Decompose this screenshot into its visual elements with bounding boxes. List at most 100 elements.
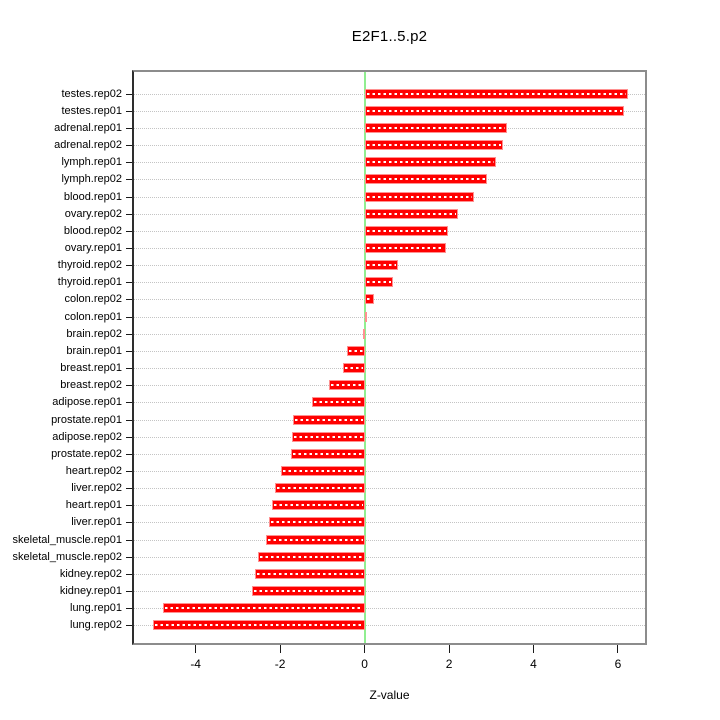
bar-row xyxy=(134,428,645,445)
zero-line xyxy=(363,72,366,643)
y-label-row: testes.rep01 xyxy=(0,102,132,119)
bar xyxy=(271,500,365,511)
bar xyxy=(275,483,365,494)
y-label-row: thyroid.rep02 xyxy=(0,257,132,274)
category-label: heart.rep02 xyxy=(65,465,122,478)
y-axis-labels: testes.rep02 testes.rep01 adrenal.rep01 adr… xyxy=(0,72,132,643)
bar-row xyxy=(134,394,645,411)
y-label-row: lung.rep02 xyxy=(0,617,132,634)
y-tick xyxy=(126,265,132,267)
y-label-row: thyroid.rep01 xyxy=(0,274,132,291)
y-tick xyxy=(126,608,132,610)
x-tick xyxy=(533,645,534,653)
category-label: skeletal_muscle.rep01 xyxy=(12,533,122,546)
bar xyxy=(364,311,367,322)
plot-area xyxy=(132,70,647,645)
y-tick xyxy=(126,162,132,164)
y-tick xyxy=(126,539,132,541)
bar-dash-pattern xyxy=(366,195,472,198)
category-label: thyroid.rep01 xyxy=(57,276,122,289)
bar-row xyxy=(134,222,645,239)
y-label-row: skeletal_muscle.rep02 xyxy=(0,548,132,565)
bar-dash-pattern xyxy=(313,401,363,404)
x-tick-label: 2 xyxy=(445,657,453,671)
category-label: brain.rep01 xyxy=(66,344,122,357)
bar-dash-pattern xyxy=(366,298,373,301)
category-label: ovary.rep01 xyxy=(64,241,122,254)
bar-row xyxy=(134,239,645,256)
x-tick xyxy=(279,645,281,653)
bar xyxy=(364,225,449,236)
bar xyxy=(163,603,365,614)
category-label: lymph.rep01 xyxy=(61,156,122,169)
bar-row xyxy=(134,257,645,274)
bar xyxy=(364,174,487,185)
category-label: lymph.rep02 xyxy=(61,173,122,186)
bar xyxy=(293,414,365,425)
bar xyxy=(364,157,497,168)
category-label: liver.rep01 xyxy=(71,516,122,529)
bar-row xyxy=(134,342,645,359)
y-label-row: brain.rep01 xyxy=(0,342,132,359)
y-tick xyxy=(126,299,132,301)
category-label: prostate.rep01 xyxy=(51,413,122,426)
grid-line xyxy=(134,625,645,627)
grid-line xyxy=(134,522,645,524)
y-label-row: prostate.rep02 xyxy=(0,445,132,462)
y-tick xyxy=(126,385,132,387)
grid-line xyxy=(134,419,645,421)
category-label: brain.rep02 xyxy=(66,327,122,340)
bar-row xyxy=(134,617,645,634)
category-label: blood.rep02 xyxy=(63,224,122,237)
bar xyxy=(364,105,624,116)
category-label: breast.rep01 xyxy=(60,362,122,375)
bar-dash-pattern xyxy=(282,470,363,473)
grid-line xyxy=(134,505,645,507)
y-tick xyxy=(126,402,132,404)
y-label-row: brain.rep02 xyxy=(0,325,132,342)
grid-line xyxy=(134,608,645,610)
y-tick xyxy=(126,471,132,473)
bar xyxy=(342,363,365,374)
category-label: kidney.rep01 xyxy=(59,585,122,598)
y-label-row: heart.rep01 xyxy=(0,497,132,514)
bar xyxy=(364,88,628,99)
y-tick xyxy=(126,247,132,249)
category-label: adipose.rep01 xyxy=(52,396,122,409)
x-tick xyxy=(448,645,450,653)
bar-row xyxy=(134,119,645,136)
category-label: lung.rep02 xyxy=(70,619,122,632)
bar-row xyxy=(134,360,645,377)
y-label-row: ovary.rep02 xyxy=(0,205,132,222)
y-tick xyxy=(126,333,132,335)
y-tick xyxy=(126,488,132,490)
y-tick xyxy=(126,505,132,507)
bar-dash-pattern xyxy=(295,418,363,421)
grid-line xyxy=(134,333,645,335)
y-tick xyxy=(126,556,132,558)
bar-dash-pattern xyxy=(366,92,626,95)
bar-row xyxy=(134,291,645,308)
y-label-row: liver.rep01 xyxy=(0,514,132,531)
y-label-row: breast.rep02 xyxy=(0,377,132,394)
y-tick xyxy=(126,591,132,593)
bar-dash-pattern xyxy=(344,367,363,370)
bar-dash-pattern xyxy=(366,161,495,164)
bar xyxy=(364,140,503,151)
y-label-row: blood.rep01 xyxy=(0,188,132,205)
x-tick xyxy=(195,645,197,653)
category-label: kidney.rep02 xyxy=(59,567,122,580)
bar-row xyxy=(134,600,645,617)
category-label: lung.rep01 xyxy=(70,602,122,615)
grid-line xyxy=(134,488,645,490)
bar-dash-pattern xyxy=(366,178,485,181)
bar-row xyxy=(134,85,645,102)
bar xyxy=(265,534,365,545)
bar xyxy=(346,345,365,356)
y-tick xyxy=(126,110,132,112)
y-tick xyxy=(126,419,132,421)
bar-row xyxy=(134,102,645,119)
y-label-row: ovary.rep01 xyxy=(0,239,132,256)
category-label: adrenal.rep02 xyxy=(54,139,122,152)
x-axis-title: Z-value xyxy=(369,688,410,702)
